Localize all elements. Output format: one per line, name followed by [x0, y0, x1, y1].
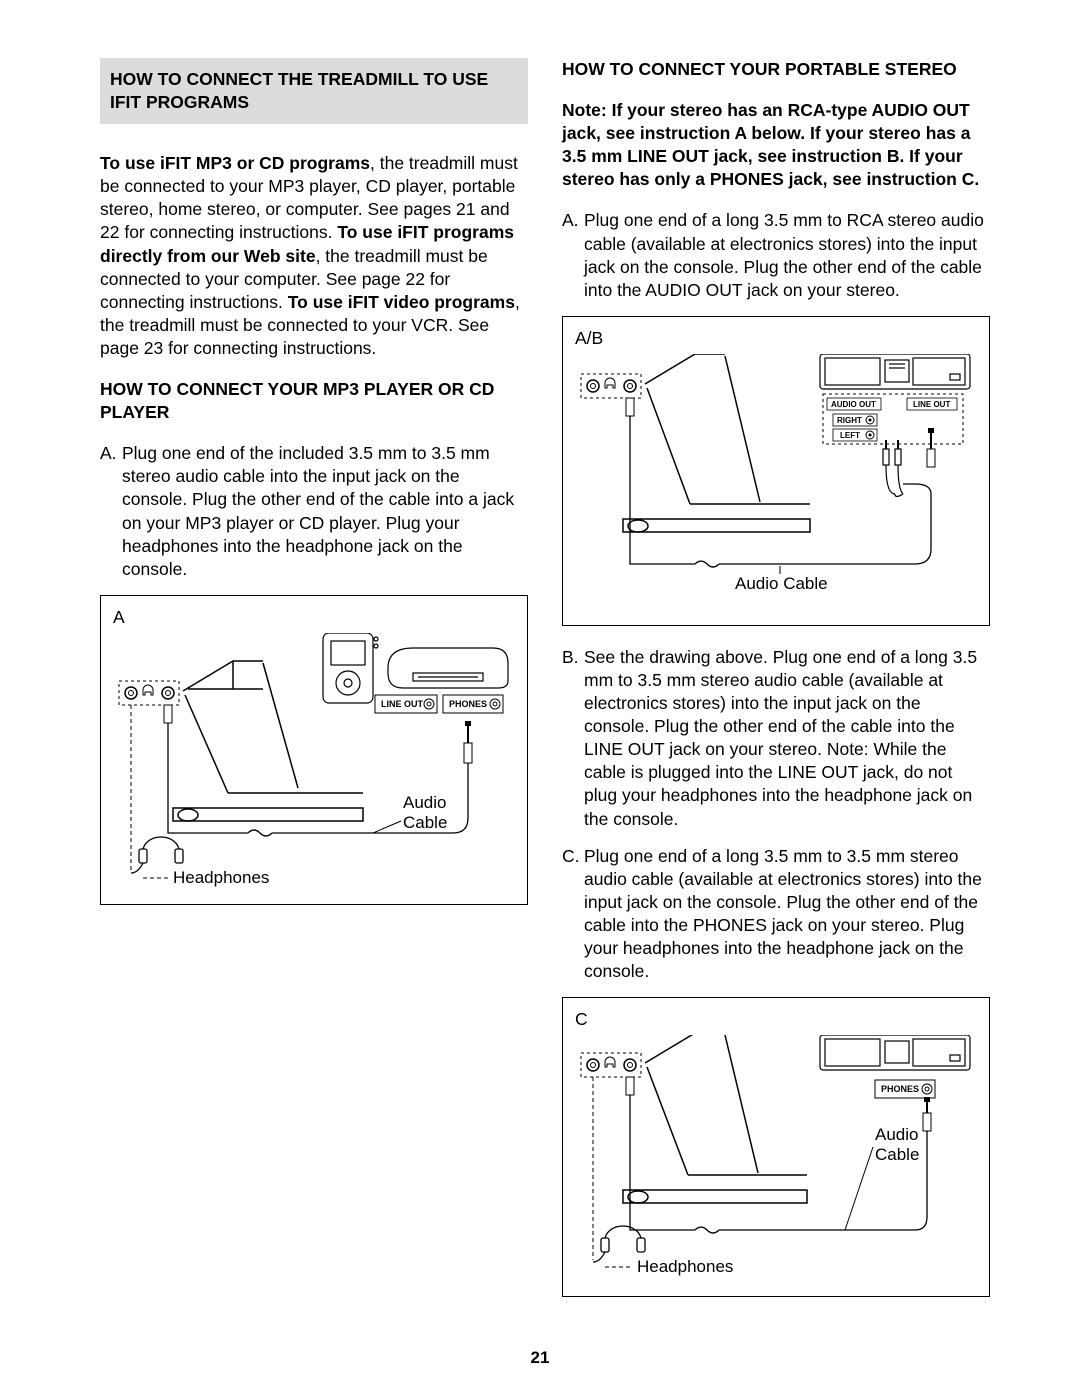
svg-text:LEFT: LEFT [840, 431, 860, 440]
page: HOW TO CONNECT THE TREADMILL TO USE IFIT… [0, 0, 1080, 1317]
stereo-heading: HOW TO CONNECT YOUR PORTABLE STEREO [562, 58, 990, 81]
figure-a-label: A [113, 606, 515, 629]
ifit-heading-box: HOW TO CONNECT THE TREADMILL TO USE IFIT… [100, 58, 528, 124]
ifit-intro: To use iFIT MP3 or CD programs, the trea… [100, 152, 528, 360]
stereo-b-text: See the drawing above. Plug one end of a… [584, 646, 990, 831]
list-letter-b: B. [562, 646, 584, 831]
stereo-note: Note: If your stereo has an RCA-type AUD… [562, 99, 990, 191]
figure-ab-label: A/B [575, 327, 977, 350]
left-column: HOW TO CONNECT THE TREADMILL TO USE IFIT… [100, 58, 528, 1317]
figA-phones: PHONES [449, 699, 487, 709]
figA-lineout: LINE OUT [381, 699, 424, 709]
svg-text:PHONES: PHONES [881, 1084, 919, 1094]
figure-a-box: A [100, 595, 528, 905]
right-column: HOW TO CONNECT YOUR PORTABLE STEREO Note… [562, 58, 990, 1317]
figure-ab-svg: AUDIO OUT LINE OUT RIGHT LEFT [575, 354, 975, 624]
figure-a-svg: LINE OUT PHONES [113, 633, 513, 903]
stereo-c-text: Plug one end of a long 3.5 mm to 3.5 mm … [584, 845, 990, 984]
svg-text:Audio Cable: Audio Cable [735, 574, 828, 593]
list-letter-a2: A. [562, 209, 584, 301]
svg-text:AUDIO OUT: AUDIO OUT [831, 400, 876, 409]
page-number: 21 [0, 1347, 1080, 1369]
figA-headphones: Headphones [173, 868, 269, 887]
figure-ab-box: A/B [562, 316, 990, 626]
intro-b1: To use iFIT MP3 or CD programs [100, 153, 370, 173]
intro-b3: To use iFIT video programs [288, 292, 515, 312]
stereo-item-c: C. Plug one end of a long 3.5 mm to 3.5 … [562, 845, 990, 984]
svg-text:RIGHT: RIGHT [837, 416, 862, 425]
figA-audio: Audio [403, 793, 446, 812]
stereo-item-a: A. Plug one end of a long 3.5 mm to RCA … [562, 209, 990, 301]
mp3-item-a: A. Plug one end of the included 3.5 mm t… [100, 442, 528, 581]
mp3-heading: HOW TO CONNECT YOUR MP3 PLAYER OR CD PLA… [100, 378, 528, 424]
mp3-a-text: Plug one end of the included 3.5 mm to 3… [122, 442, 528, 581]
figure-c-svg: PHONES [575, 1035, 975, 1295]
ifit-heading: HOW TO CONNECT THE TREADMILL TO USE IFIT… [110, 69, 488, 112]
svg-text:Audio: Audio [875, 1125, 918, 1144]
list-letter-c: C. [562, 845, 584, 984]
svg-text:LINE OUT: LINE OUT [913, 400, 950, 409]
list-letter-a: A. [100, 442, 122, 581]
stereo-a-text: Plug one end of a long 3.5 mm to RCA ste… [584, 209, 990, 301]
figure-c-label: C [575, 1008, 977, 1031]
figA-cable: Cable [403, 813, 447, 832]
svg-text:Headphones: Headphones [637, 1257, 733, 1276]
stereo-item-b: B. See the drawing above. Plug one end o… [562, 646, 990, 831]
figure-c-box: C [562, 997, 990, 1297]
svg-text:Cable: Cable [875, 1145, 919, 1164]
